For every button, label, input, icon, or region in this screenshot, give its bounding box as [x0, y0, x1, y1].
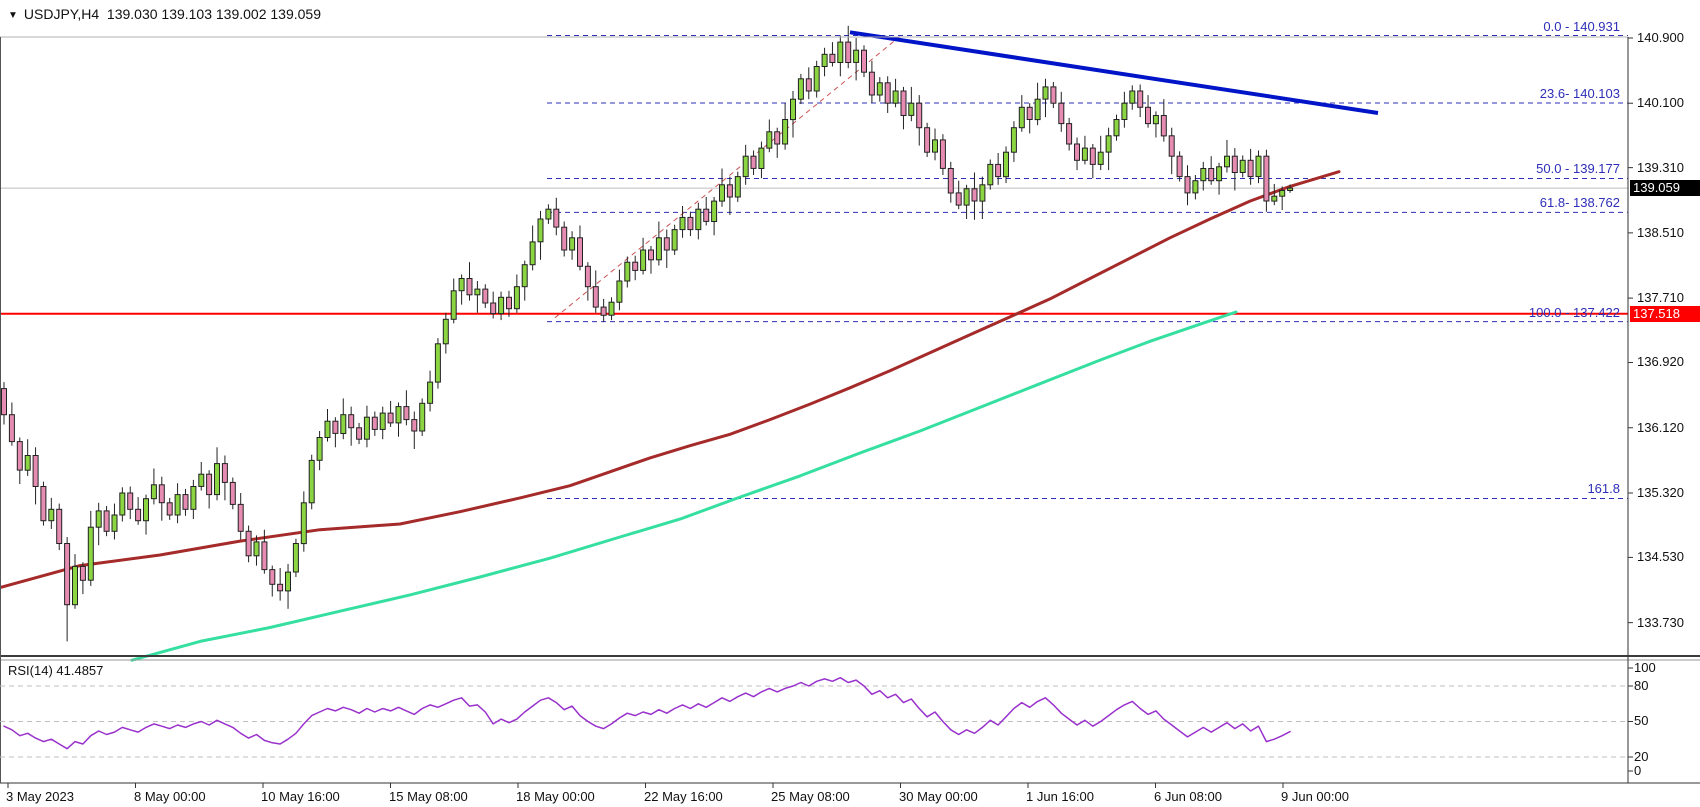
- fib-level-label-100[interactable]: 100.0 - 137.422: [1528, 305, 1620, 320]
- time-axis-label: 25 May 08:00: [771, 789, 850, 804]
- ohlc-values: 139.030 139.103 139.002 139.059: [106, 6, 322, 22]
- fib-level-label-236[interactable]: 23.6- 140.103: [1539, 86, 1620, 101]
- price-axis-label: 140.100: [1637, 95, 1684, 110]
- rsi-scale-label: 0: [1634, 763, 1642, 778]
- fib-level-label-0[interactable]: 0.0 - 140.931: [1543, 19, 1620, 34]
- price-axis-label: 135.320: [1637, 485, 1684, 500]
- rsi-scale-label: 80: [1634, 678, 1649, 693]
- symbol-dropdown-icon[interactable]: ▼: [8, 10, 18, 21]
- time-axis-label: 15 May 08:00: [389, 789, 468, 804]
- price-axis-label: 137.710: [1637, 290, 1684, 305]
- chart-header: ▼ USDJPY,H4 139.030 139.103 139.002 139.0…: [8, 6, 321, 22]
- rsi-scale-label: 20: [1634, 749, 1649, 764]
- time-axis-label: 1 Jun 16:00: [1026, 789, 1094, 804]
- candles[interactable]: [1, 25, 1294, 642]
- time-axis-label: 30 May 00:00: [899, 789, 978, 804]
- current-price-badge: 139.059: [1630, 180, 1700, 196]
- symbol-timeframe: USDJPY,H4: [23, 6, 100, 22]
- time-axis-label: 9 Jun 00:00: [1281, 789, 1349, 804]
- price-axis-label: 140.900: [1637, 30, 1684, 45]
- price-axis-label: 139.310: [1637, 160, 1684, 175]
- price-axis-label: 133.730: [1637, 615, 1684, 630]
- fib-diagonal-line: [554, 35, 901, 319]
- rsi-scale-label: 100: [1634, 660, 1656, 675]
- fib-level-label-1618[interactable]: 161.8: [1587, 481, 1620, 496]
- price-axis-label: 134.530: [1637, 549, 1684, 564]
- descending-trendline: [849, 30, 1379, 115]
- red-level-price-badge: 137.518: [1630, 306, 1700, 322]
- ma-red-line[interactable]: [0, 170, 1341, 590]
- price-axis-label: 136.920: [1637, 354, 1684, 369]
- fib-level-label-618[interactable]: 61.8- 138.762: [1539, 195, 1620, 210]
- time-axis-label: 22 May 16:00: [644, 789, 723, 804]
- rsi-indicator-label: RSI(14) 41.4857: [8, 663, 104, 678]
- time-axis-label: 6 Jun 08:00: [1154, 789, 1222, 804]
- time-axis-label: 3 May 2023: [6, 789, 74, 804]
- rsi-line[interactable]: [3, 676, 1291, 750]
- time-axis-label: 18 May 00:00: [516, 789, 595, 804]
- rsi-scale-label: 50: [1634, 713, 1649, 728]
- time-axis-label: 8 May 00:00: [134, 789, 206, 804]
- price-axis-label: 138.510: [1637, 225, 1684, 240]
- ma-green-line[interactable]: [130, 310, 1238, 662]
- price-axis-label: 136.120: [1637, 420, 1684, 435]
- fib-level-label-500[interactable]: 50.0 - 139.177: [1536, 161, 1620, 176]
- time-axis-label: 10 May 16:00: [261, 789, 340, 804]
